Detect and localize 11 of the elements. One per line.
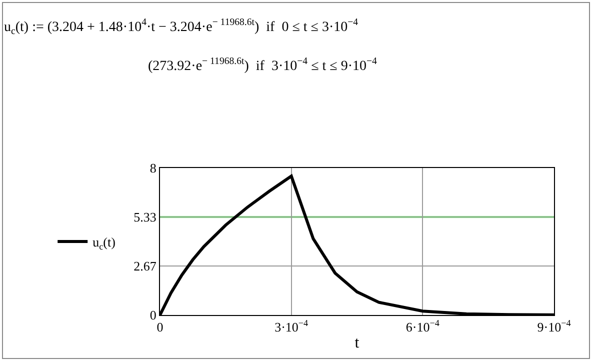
text: (273.92·e$^{− 11968.6t}$) if 3·10$^{−4}$ ≤ t ≤ 9·10$^{−4}$ (148, 56, 378, 74)
y-tick-label: 5.33 (134, 210, 156, 225)
x-tick-label: 3·10$^{−4}$ (274, 318, 309, 335)
x-tick-label: 9·10$^{−4}$ (537, 318, 572, 335)
y-tick-label: 8 (150, 160, 156, 176)
x-tick-label: 6·10$^{−4}$ (406, 318, 440, 335)
x-axis-title: t (354, 334, 360, 352)
text: u$_{c}$(t) := (3.204 + 1.48·10$^{4}$·t − 3.204·e$^{− 11968.6t}$) if 0 ≤ t ≤ 3·10$^{−4}$ (4, 17, 358, 37)
legend-label: u$_{c}$(t) (92, 234, 116, 252)
y-tick-label: 2.67 (134, 258, 157, 274)
y-tick-label: 0 (150, 308, 156, 323)
